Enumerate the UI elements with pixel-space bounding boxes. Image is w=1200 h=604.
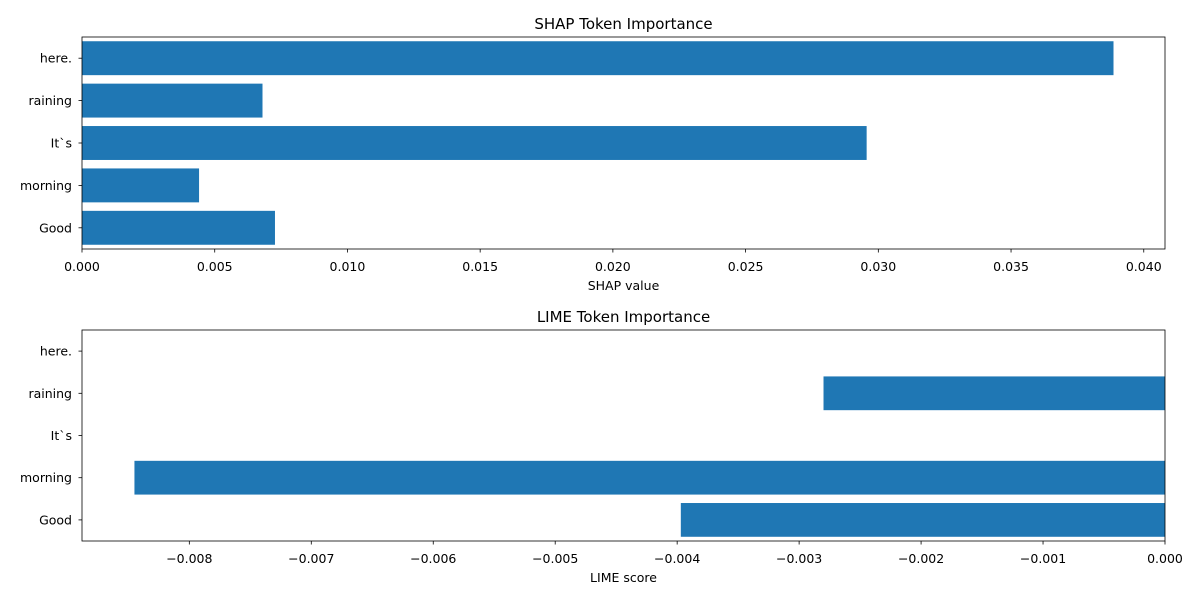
x-tick-label: −0.004 [654, 551, 700, 566]
x-tick-label: −0.002 [898, 551, 944, 566]
y-tick-label: It`s [51, 428, 72, 443]
x-axis-label: LIME score [590, 570, 657, 585]
x-tick-label: 0.000 [1147, 551, 1183, 566]
x-tick-label: −0.001 [1020, 551, 1066, 566]
x-tick-label: −0.007 [288, 551, 334, 566]
y-tick-label: It`s [51, 136, 72, 151]
chart-panel-2: Good morning It`s raining here. −0.008 −0.007 −… [20, 308, 1183, 585]
bar-good [680, 503, 1165, 537]
x-tick-label: −0.008 [166, 551, 212, 566]
x-tick-label: 0.015 [462, 259, 498, 274]
x-tick-label: 0.030 [860, 259, 896, 274]
y-tick-label: morning [20, 178, 72, 193]
y-tick-label: Good [39, 220, 72, 235]
bar-its [82, 126, 867, 160]
y-tick-label: raining [28, 93, 72, 108]
y-tick-label: Good [39, 512, 72, 527]
y-tick-label: here. [40, 344, 72, 359]
x-tick-label: −0.003 [776, 551, 822, 566]
chart-title: LIME Token Importance [537, 308, 710, 326]
y-tick-label: morning [20, 470, 72, 485]
chart-title: SHAP Token Importance [534, 15, 712, 33]
x-tick-label: 0.035 [993, 259, 1029, 274]
x-tick-label: 0.010 [330, 259, 366, 274]
x-tick-label: 0.020 [595, 259, 631, 274]
bar-here [82, 41, 1114, 76]
x-tick-label: 0.000 [64, 259, 100, 274]
bar-raining [82, 83, 263, 118]
x-tick-label: 0.005 [197, 259, 233, 274]
bar-morning [134, 460, 1165, 495]
y-tick-label: raining [28, 386, 72, 401]
bar-morning [82, 168, 200, 203]
bar-raining [823, 376, 1165, 411]
x-tick-label: −0.006 [410, 551, 456, 566]
x-tick-label: −0.005 [532, 551, 578, 566]
y-tick-label: here. [40, 51, 72, 66]
chart-panel-1: Good morning It`s raining here. 0.000 0.005 0.0… [20, 15, 1166, 293]
x-tick-label: 0.025 [728, 259, 764, 274]
x-tick-label: 0.040 [1126, 259, 1162, 274]
x-axis-label: SHAP value [588, 278, 660, 293]
bar-good [82, 210, 275, 245]
